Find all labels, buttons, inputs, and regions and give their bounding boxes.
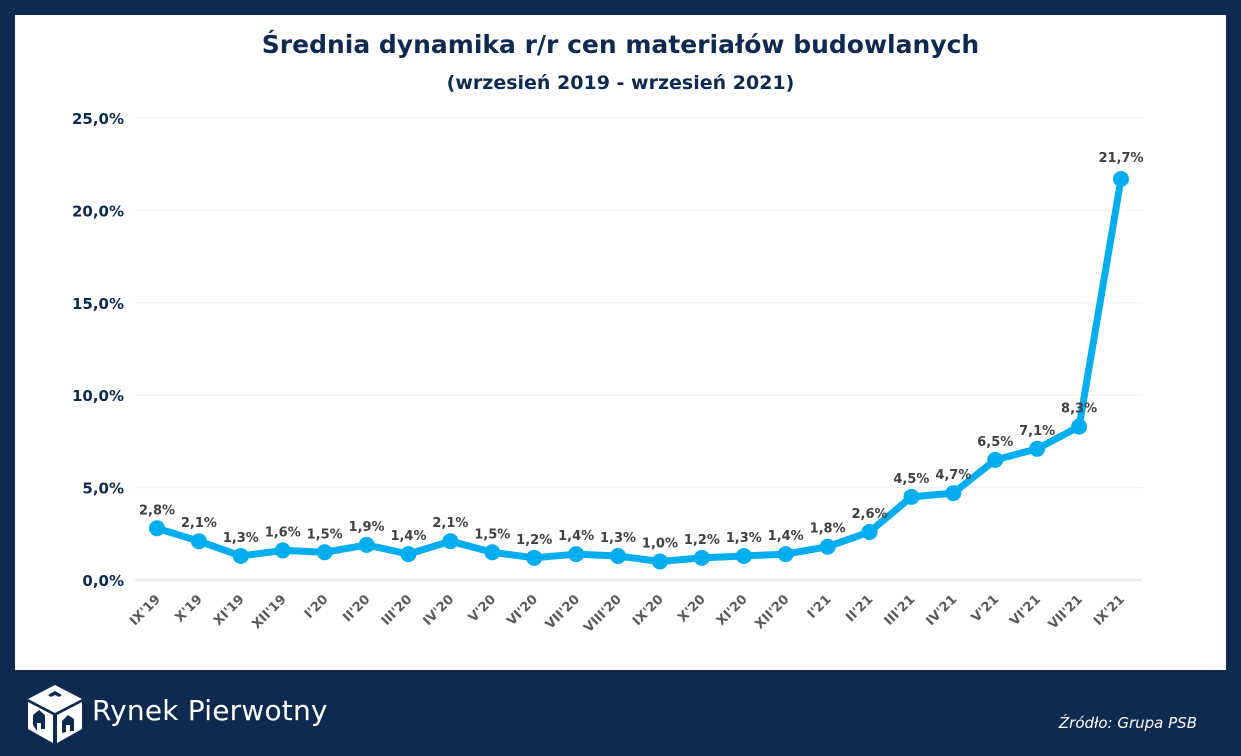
x-tick-label: IV'21 (923, 592, 960, 629)
data-label: 1,8% (810, 522, 846, 537)
data-point (232, 547, 249, 564)
data-point (1071, 418, 1088, 435)
data-label: 1,6% (265, 525, 301, 540)
data-label: 1,4% (390, 529, 426, 544)
data-point (903, 488, 920, 505)
x-tick-label: VIII'20 (581, 592, 625, 636)
data-point (400, 546, 417, 563)
brand-name: Rynek Pierwotny (92, 694, 328, 727)
y-tick-label: 25,0% (72, 110, 124, 128)
data-label: 7,1% (1019, 424, 1055, 439)
data-point (190, 533, 207, 550)
x-tick-label: V'20 (466, 592, 499, 625)
y-tick-label: 15,0% (72, 295, 124, 313)
data-point (316, 544, 333, 561)
data-label: 1,9% (349, 520, 385, 535)
series-line (155, 178, 1125, 566)
chart-subtitle: (wrzesień 2019 - wrzesień 2021) (446, 72, 795, 94)
rynek-pierwotny-logo-icon (28, 685, 82, 743)
data-point (693, 549, 710, 566)
data-label: 8,3% (1061, 402, 1097, 417)
y-tick-label: 5,0% (82, 480, 124, 498)
data-label: 1,5% (307, 527, 343, 542)
x-tick-label: XII'19 (249, 592, 289, 632)
x-tick-label: X'20 (675, 592, 708, 625)
x-tick-label: VII'20 (543, 592, 583, 632)
data-point (526, 549, 543, 566)
data-point (1029, 440, 1046, 457)
x-tick-label: XII'20 (752, 592, 792, 632)
data-point (610, 547, 627, 564)
data-label: 2,1% (432, 516, 468, 531)
data-point (442, 533, 459, 550)
data-label: 2,8% (139, 503, 175, 518)
data-label: 1,0% (642, 537, 678, 552)
data-point (568, 546, 585, 563)
x-tick-label: XI'20 (714, 592, 751, 629)
data-point (651, 553, 668, 570)
x-tick-label: VI'21 (1007, 592, 1044, 629)
data-point (735, 547, 752, 564)
data-label: 1,2% (516, 533, 552, 548)
data-point (987, 451, 1004, 468)
x-tick-label: VII'21 (1046, 592, 1086, 632)
data-point (149, 520, 165, 537)
data-point (274, 542, 291, 559)
data-point (777, 546, 794, 563)
data-point (358, 536, 375, 553)
x-tick-label: IX'19 (127, 592, 164, 629)
data-point (945, 485, 962, 502)
y-tick-label: 20,0% (72, 202, 124, 220)
x-tick-label: III'21 (882, 592, 918, 628)
data-label: 1,3% (600, 531, 636, 546)
x-tick-label: II'20 (340, 592, 373, 625)
data-label: 4,5% (893, 472, 929, 487)
y-tick-label: 0,0% (82, 572, 124, 590)
data-point (861, 523, 878, 540)
x-tick-label: III'20 (379, 592, 415, 628)
data-label: 1,2% (684, 533, 720, 548)
x-tick-label: IV'20 (420, 592, 457, 629)
data-label: 2,6% (851, 507, 887, 522)
data-point (484, 544, 501, 561)
x-tick-label: VI'20 (504, 592, 541, 629)
x-tick-label: IX'21 (1091, 592, 1128, 629)
data-label: 2,1% (181, 516, 217, 531)
data-point (1113, 170, 1129, 187)
data-label: 1,5% (474, 527, 510, 542)
x-tick-label: X'19 (172, 592, 205, 625)
x-tick-label: V'21 (969, 592, 1002, 625)
data-label: 1,3% (726, 531, 762, 546)
data-label: 4,7% (935, 468, 971, 483)
chart-title: Średnia dynamika r/r cen materiałów budo… (261, 30, 980, 59)
data-label: 1,4% (558, 529, 594, 544)
x-tick-label: I'20 (302, 592, 332, 622)
source-note: Źródło: Grupa PSB (1058, 714, 1197, 732)
data-label: 1,4% (768, 529, 804, 544)
x-tick-label: XI'19 (211, 592, 248, 629)
x-tick-label: I'21 (805, 592, 835, 622)
x-tick-label: IX'20 (630, 592, 667, 629)
y-tick-label: 10,0% (72, 387, 124, 405)
x-tick-label: II'21 (843, 592, 876, 625)
data-label: 21,7% (1098, 151, 1143, 166)
data-label: 6,5% (977, 435, 1013, 450)
data-point (819, 538, 836, 555)
data-label: 1,3% (223, 531, 259, 546)
